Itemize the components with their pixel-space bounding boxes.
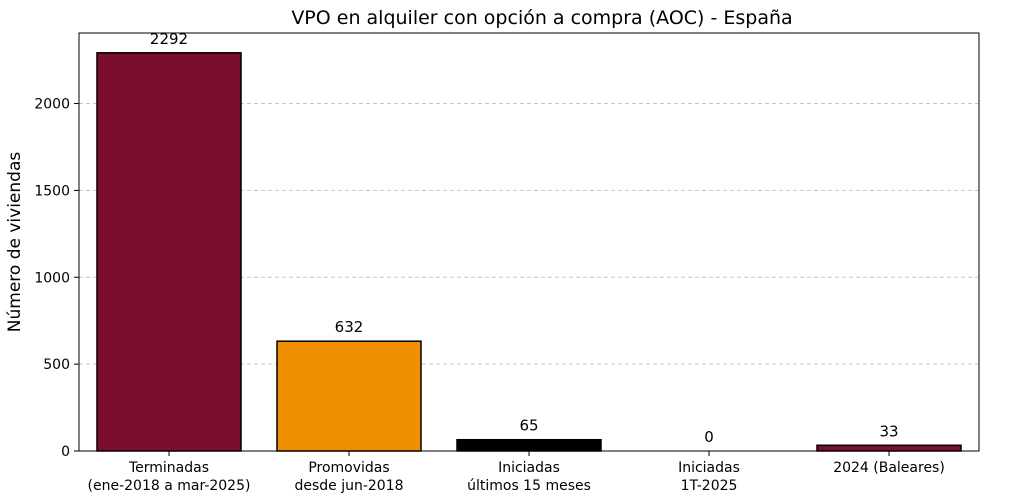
y-tick-label: 1000 [34, 270, 70, 286]
bar-value-label: 65 [519, 417, 538, 435]
y-tick-label: 500 [43, 357, 70, 373]
bar-value-label: 632 [335, 318, 364, 336]
bar [816, 444, 962, 452]
plot-frame [78, 32, 980, 452]
bars [96, 52, 962, 452]
bar-value-label: 2292 [150, 30, 188, 48]
category-labels: Terminadas (ene-2018 a mar-2025) Promovida… [88, 460, 945, 494]
y-tick-label: 1500 [34, 183, 70, 199]
bar [456, 438, 602, 452]
x-tick-label: Iniciadas 1T-2025 [678, 460, 740, 494]
y-axis-ticks: 0 500 1000 1500 2000 [34, 97, 890, 460]
bar-value-label: 0 [704, 428, 714, 446]
x-tick-label: Promovidas desde jun-2018 [294, 460, 403, 494]
x-tick-label: Terminadas (ene-2018 a mar-2025) [88, 460, 251, 494]
y-tick-label: 2000 [34, 97, 70, 113]
data-labels: 2292 632 65 0 33 [150, 30, 899, 446]
y-axis-label: Número de viviendas [5, 152, 25, 333]
x-tick-label: 2024 (Baleares) [833, 460, 945, 476]
y-tick-label: 0 [61, 444, 70, 460]
bar [276, 340, 422, 452]
bar-value-label: 33 [879, 422, 898, 440]
x-tick-label: Iniciadas últimos 15 meses [467, 460, 591, 494]
chart-title: VPO en alquiler con opción a compra (AOC… [291, 7, 792, 29]
bar [96, 52, 242, 452]
